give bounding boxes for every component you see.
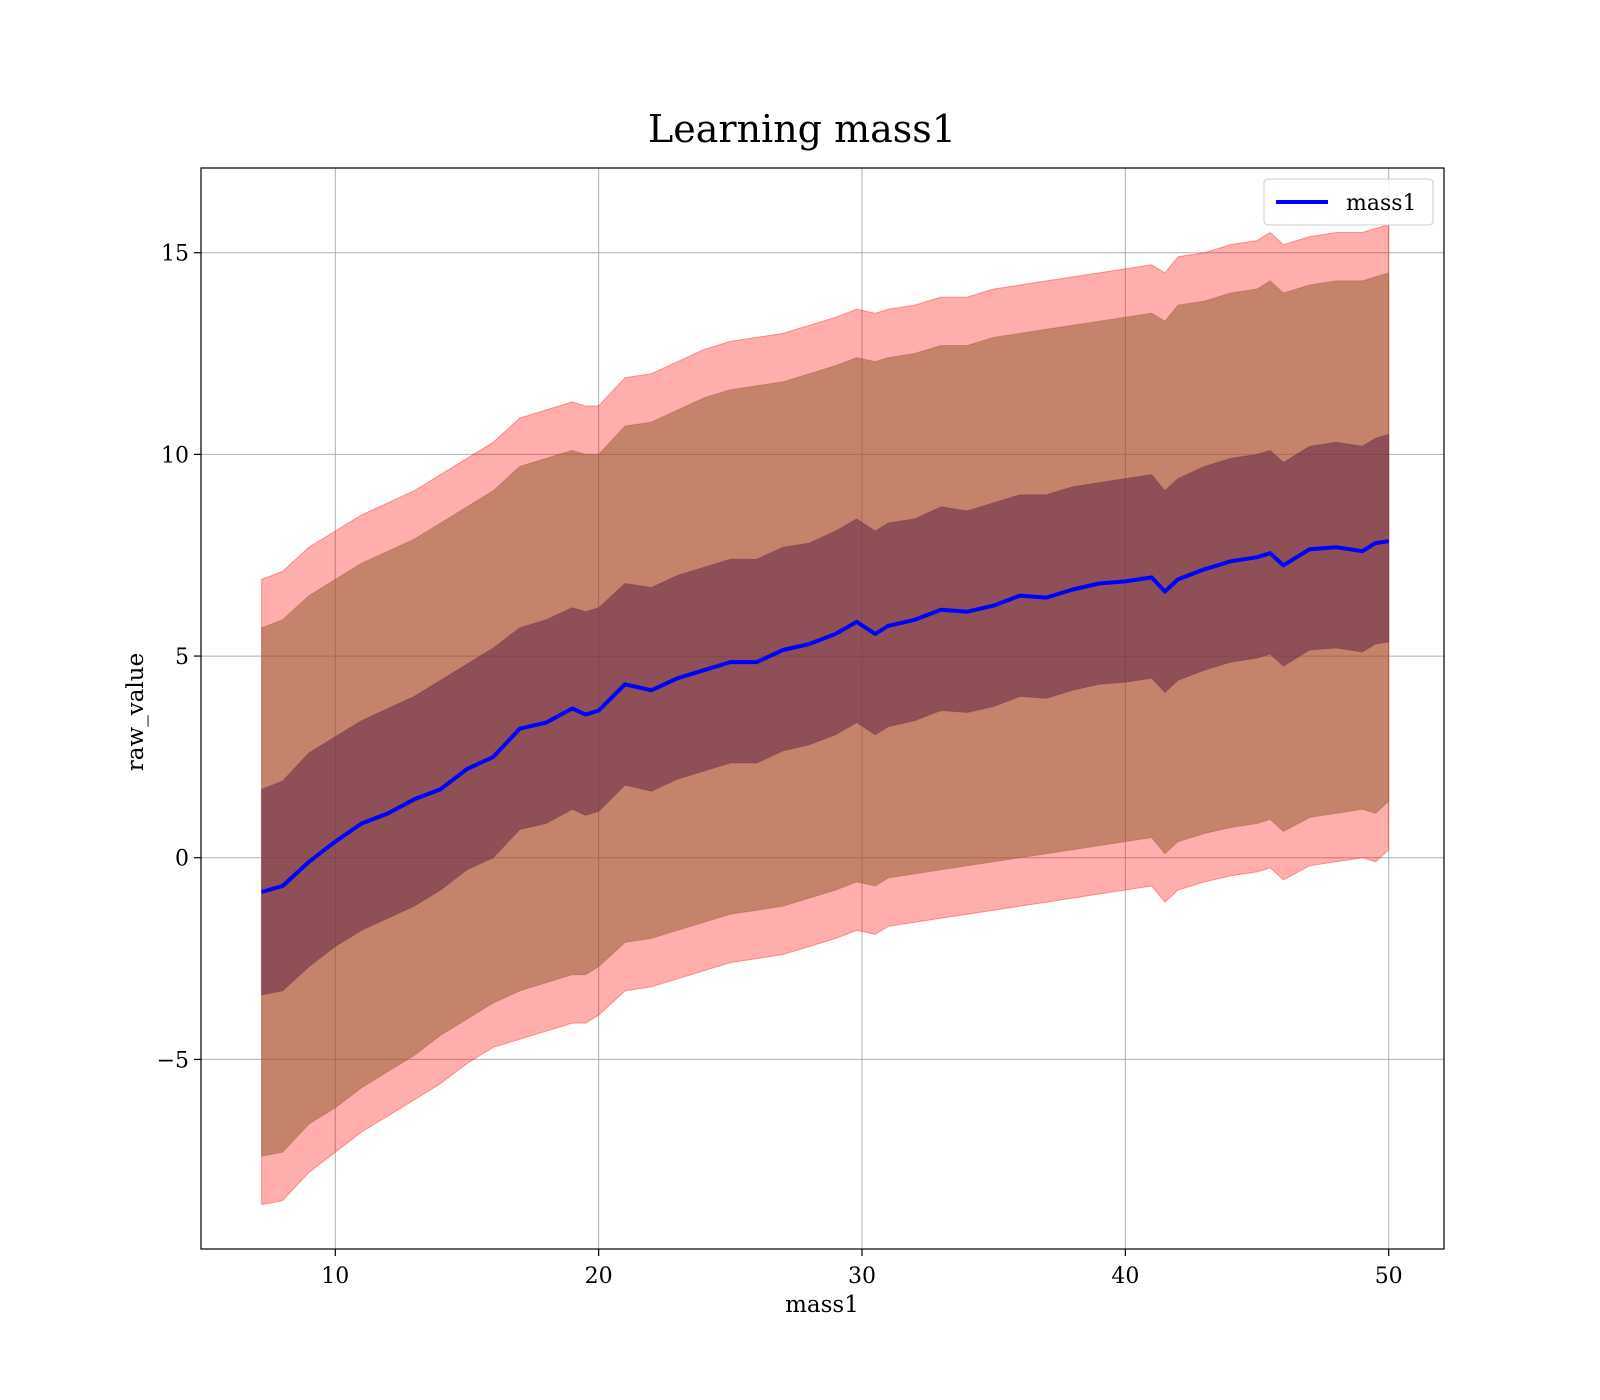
y-axis-label: raw_value bbox=[123, 653, 149, 771]
series-lines bbox=[261, 539, 1389, 894]
x-tick-label: 50 bbox=[1375, 1264, 1403, 1289]
legend-label: mass1 bbox=[1346, 191, 1417, 216]
y-tick-label: 5 bbox=[175, 645, 189, 670]
y-tick-label: −5 bbox=[157, 1048, 189, 1073]
x-tick-label: 30 bbox=[848, 1264, 876, 1289]
chart-title: Learning mass1 bbox=[648, 107, 956, 151]
x-tick-label: 20 bbox=[585, 1264, 613, 1289]
x-axis-label: mass1 bbox=[785, 1292, 859, 1318]
axis-ticks: 10 20 30 40 50 −5 0 5 10 15 bbox=[157, 242, 1403, 1289]
legend-box bbox=[1263, 178, 1434, 226]
confidence-bands bbox=[261, 223, 1390, 1206]
band-inner-area bbox=[261, 433, 1390, 996]
y-tick-label: 0 bbox=[175, 847, 189, 872]
series-line-mass1 bbox=[261, 539, 1389, 894]
legend: mass1 bbox=[1263, 178, 1434, 226]
plot-area: 10 20 30 40 50 −5 0 5 10 15 bbox=[157, 167, 1445, 1289]
x-tick-label: 10 bbox=[321, 1264, 349, 1289]
axes-frame bbox=[200, 167, 1445, 1250]
y-tick-label: 10 bbox=[161, 443, 189, 468]
x-tick-label: 40 bbox=[1111, 1264, 1139, 1289]
y-tick-label: 15 bbox=[161, 242, 189, 267]
